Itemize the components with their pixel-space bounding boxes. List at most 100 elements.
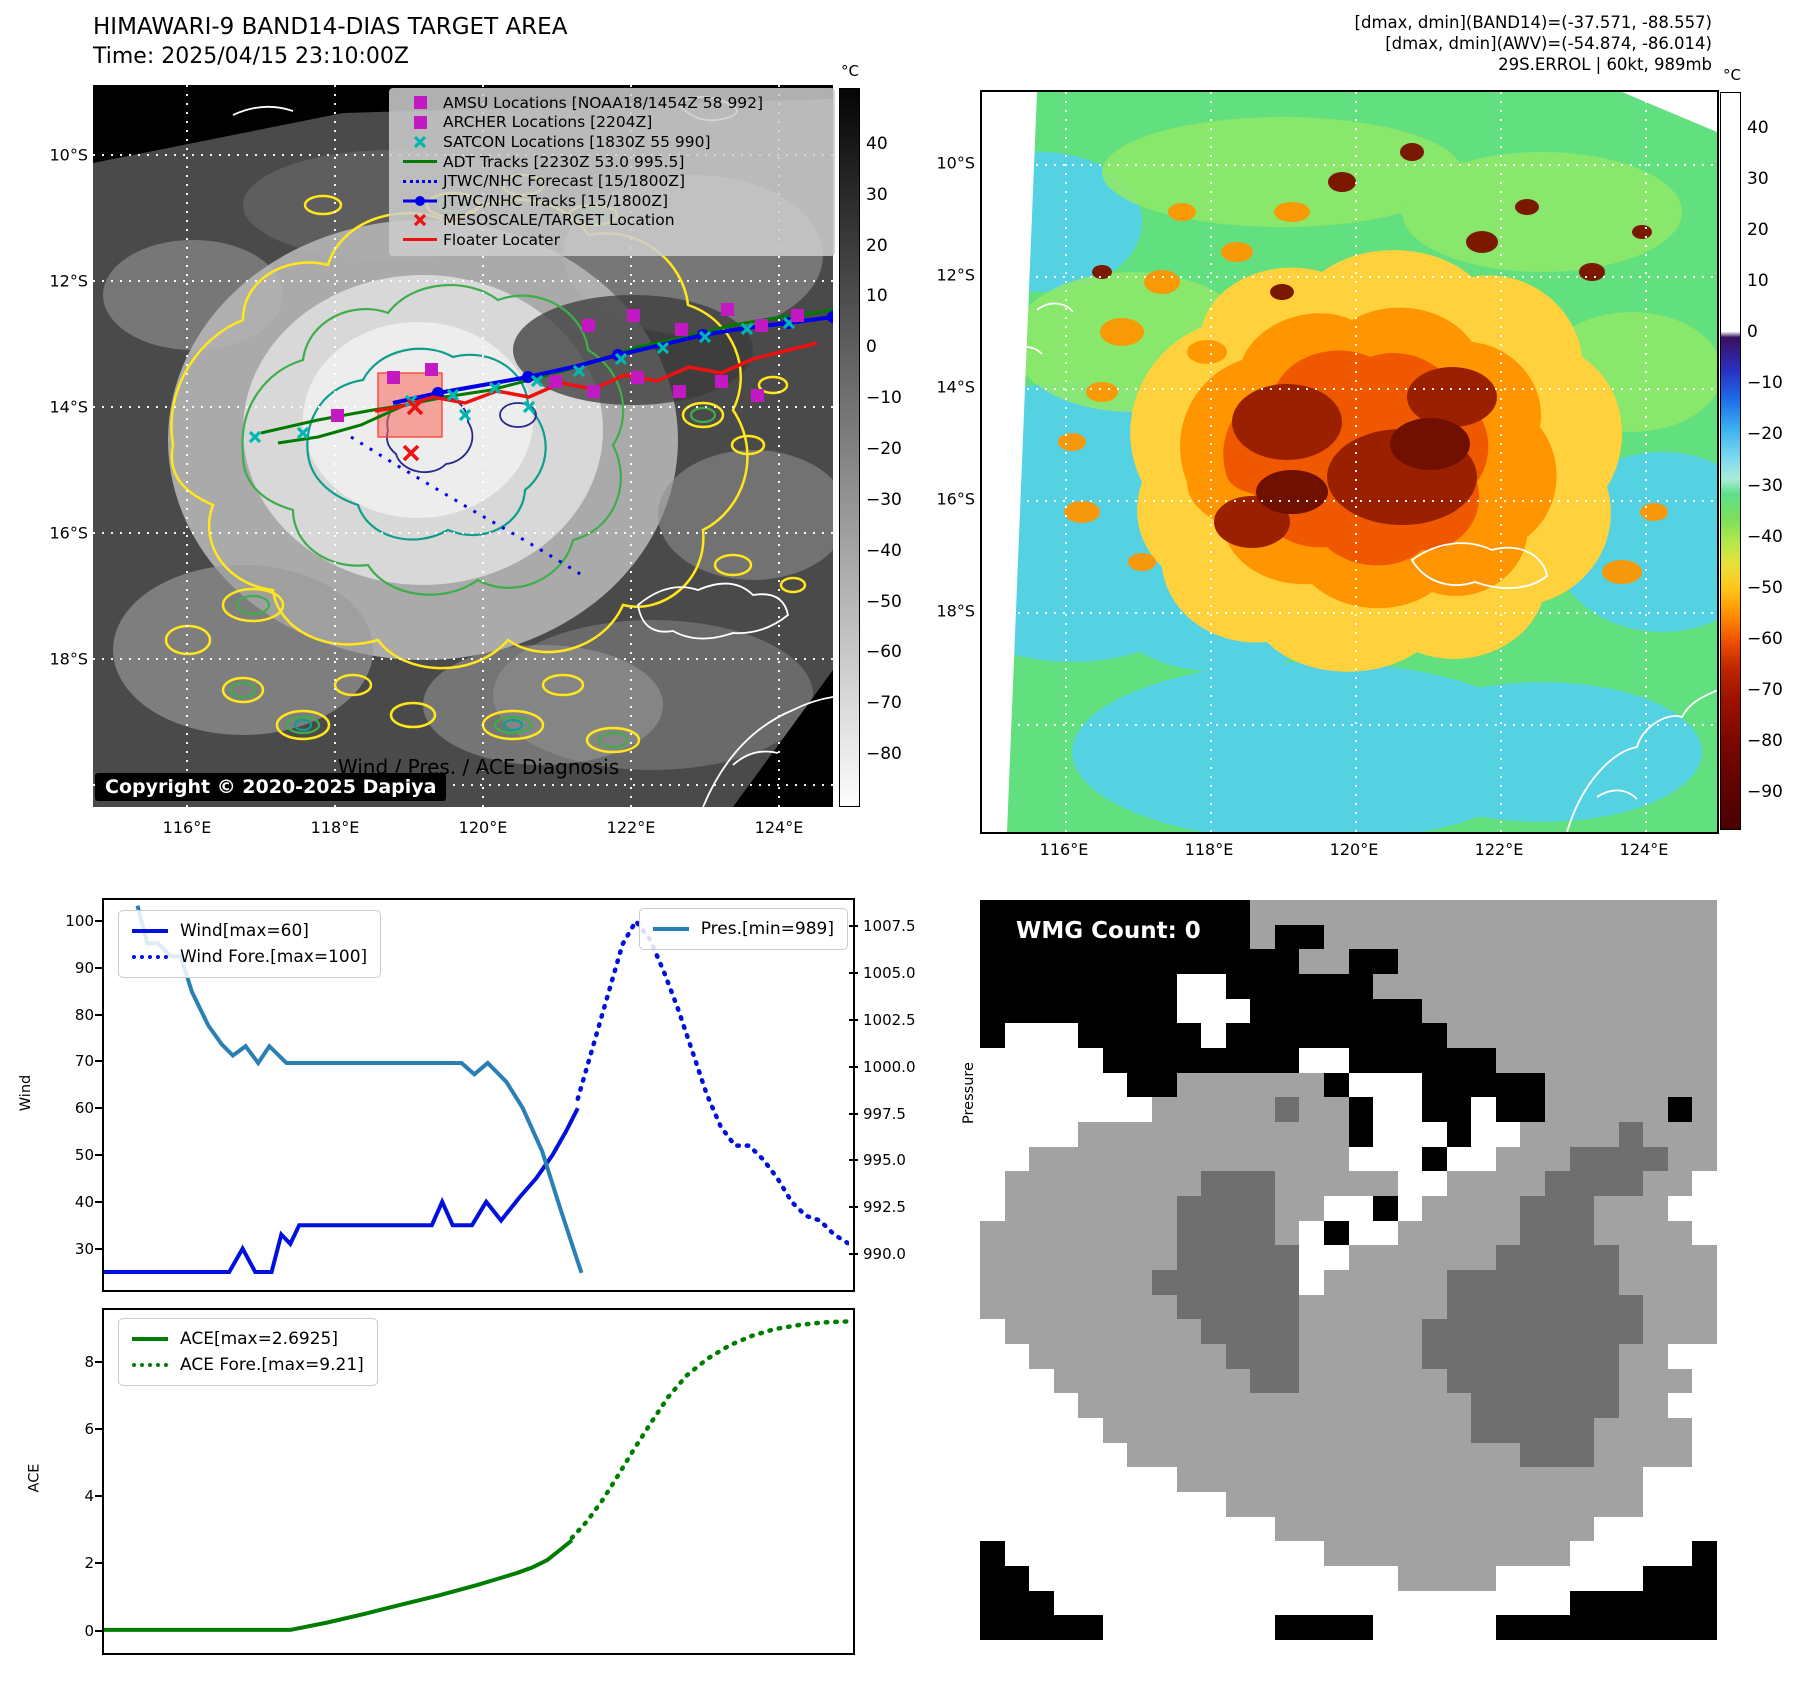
wmg-cell bbox=[1323, 1565, 1349, 1591]
wmg-cell bbox=[1127, 1220, 1152, 1246]
wmg-cell bbox=[1520, 1393, 1546, 1418]
wmg-cell bbox=[1643, 1516, 1668, 1542]
wmg-cell bbox=[1594, 1146, 1619, 1172]
wmg-cell bbox=[1323, 1269, 1349, 1295]
wmg-cell bbox=[1667, 1590, 1693, 1616]
wind-fore-swatch bbox=[132, 955, 168, 959]
wmg-cell bbox=[1323, 1442, 1349, 1468]
wmg-cell bbox=[1446, 1294, 1472, 1320]
wmg-cell bbox=[1078, 1245, 1103, 1270]
wmg-cell bbox=[1201, 1442, 1226, 1468]
wmg-cell bbox=[1495, 1442, 1521, 1468]
wmg-cell bbox=[1594, 1121, 1619, 1147]
wmg-cell bbox=[1520, 1467, 1546, 1492]
wmg-cell bbox=[1569, 1146, 1595, 1172]
wmg-cell bbox=[1201, 1343, 1226, 1369]
wmg-cell bbox=[1446, 949, 1472, 974]
wmg-cell bbox=[1618, 1491, 1644, 1517]
wmg-cell bbox=[1471, 1590, 1496, 1616]
y-tick-mark bbox=[95, 1200, 104, 1203]
wmg-cell bbox=[1102, 1097, 1128, 1122]
wmg-cell bbox=[1102, 924, 1128, 950]
wmg-cell bbox=[1446, 1491, 1472, 1517]
wmg-cell bbox=[1176, 1491, 1202, 1517]
wmg-cell bbox=[1201, 1245, 1226, 1270]
wmg-cell bbox=[1250, 1343, 1275, 1369]
square-marker-icon bbox=[397, 115, 443, 129]
wmg-cell bbox=[1397, 1541, 1423, 1566]
wmg-cell bbox=[1151, 1491, 1177, 1517]
xtick-label: 116°E bbox=[1039, 840, 1089, 859]
pres-legend-label: Pres.[min=989] bbox=[700, 919, 834, 939]
wmg-cell bbox=[1004, 1245, 1030, 1270]
wmg-cell bbox=[1618, 1023, 1644, 1048]
wmg-cell bbox=[1029, 1072, 1054, 1098]
wmg-cell bbox=[1299, 1245, 1324, 1270]
wmg-cell bbox=[1397, 949, 1423, 974]
wmg-cell bbox=[1348, 1171, 1374, 1196]
wmg-cell bbox=[1029, 1195, 1054, 1221]
wmg-cell bbox=[1323, 973, 1349, 999]
wmg-cell bbox=[1643, 1343, 1668, 1369]
wmg-cell bbox=[1004, 998, 1030, 1024]
wmg-cell bbox=[1692, 1368, 1717, 1394]
wmg-cell bbox=[1446, 1146, 1472, 1172]
wmg-cell bbox=[1151, 1047, 1177, 1073]
wmg-cell bbox=[1250, 1417, 1275, 1443]
wmg-cell bbox=[1250, 1269, 1275, 1295]
wmg-cell bbox=[1446, 1121, 1472, 1147]
wmg-cell bbox=[1151, 1615, 1177, 1640]
wmg-cell bbox=[1127, 1491, 1152, 1517]
wmg-cell bbox=[1004, 1491, 1030, 1517]
wmg-cell bbox=[1299, 1368, 1324, 1394]
colorbar-tick-label: −20 bbox=[1747, 424, 1783, 445]
wmg-cell bbox=[980, 973, 1005, 999]
wmg-cell bbox=[1274, 1368, 1300, 1394]
wmg-cell bbox=[1667, 1146, 1693, 1172]
wmg-cell bbox=[1127, 1590, 1152, 1616]
wmg-cell bbox=[1545, 1269, 1570, 1295]
wmg-cell bbox=[1274, 1516, 1300, 1542]
wmg-cell bbox=[1422, 973, 1447, 999]
dmax-dmin-awv: [dmax, dmin](AWV)=(-54.874, -86.014) bbox=[1385, 34, 1712, 53]
wmg-cell bbox=[1274, 1467, 1300, 1492]
wmg-cell bbox=[1225, 1097, 1251, 1122]
wmg-cell bbox=[1618, 1294, 1644, 1320]
x-marker-icon bbox=[397, 135, 443, 149]
wmg-cell bbox=[1545, 1121, 1570, 1147]
wmg-cell bbox=[1594, 1097, 1619, 1122]
wmg-cell bbox=[1078, 1146, 1103, 1172]
wmg-cell bbox=[1299, 1442, 1324, 1468]
wmg-cell bbox=[1201, 1590, 1226, 1616]
wmg-cell bbox=[1201, 1467, 1226, 1492]
wmg-cell bbox=[1618, 1171, 1644, 1196]
wmg-cell bbox=[1201, 1072, 1226, 1098]
wmg-cell bbox=[1004, 1590, 1030, 1616]
wmg-cell bbox=[1422, 1417, 1447, 1443]
wmg-cell bbox=[1692, 1146, 1717, 1172]
wmg-cell bbox=[1078, 973, 1103, 999]
wmg-cell bbox=[1446, 1047, 1472, 1073]
y2-tick-mark bbox=[849, 1206, 858, 1209]
wmg-cell bbox=[1471, 1072, 1496, 1098]
wmg-cell bbox=[1053, 1121, 1079, 1147]
wmg-cell bbox=[1299, 998, 1324, 1024]
wmg-cell bbox=[1299, 1047, 1324, 1073]
wmg-cell bbox=[1422, 1467, 1447, 1492]
wmg-cell bbox=[1594, 1171, 1619, 1196]
wmg-cell bbox=[1323, 900, 1349, 925]
wmg-cell bbox=[1422, 1343, 1447, 1369]
wmg-cell bbox=[1274, 1171, 1300, 1196]
wmg-cell bbox=[1618, 1541, 1644, 1566]
wmg-cell bbox=[1446, 1417, 1472, 1443]
wmg-cell bbox=[1176, 1146, 1202, 1172]
wmg-cell bbox=[1618, 1269, 1644, 1295]
wmg-cell bbox=[1520, 1195, 1546, 1221]
wmg-cell bbox=[1618, 1121, 1644, 1147]
wmg-cell bbox=[1397, 1343, 1423, 1369]
wmg-cell bbox=[1520, 1615, 1546, 1640]
wmg-cell bbox=[1692, 998, 1717, 1024]
wmg-cell bbox=[1225, 900, 1251, 925]
wmg-cell bbox=[1250, 1319, 1275, 1344]
wmg-cell bbox=[1422, 1023, 1447, 1048]
